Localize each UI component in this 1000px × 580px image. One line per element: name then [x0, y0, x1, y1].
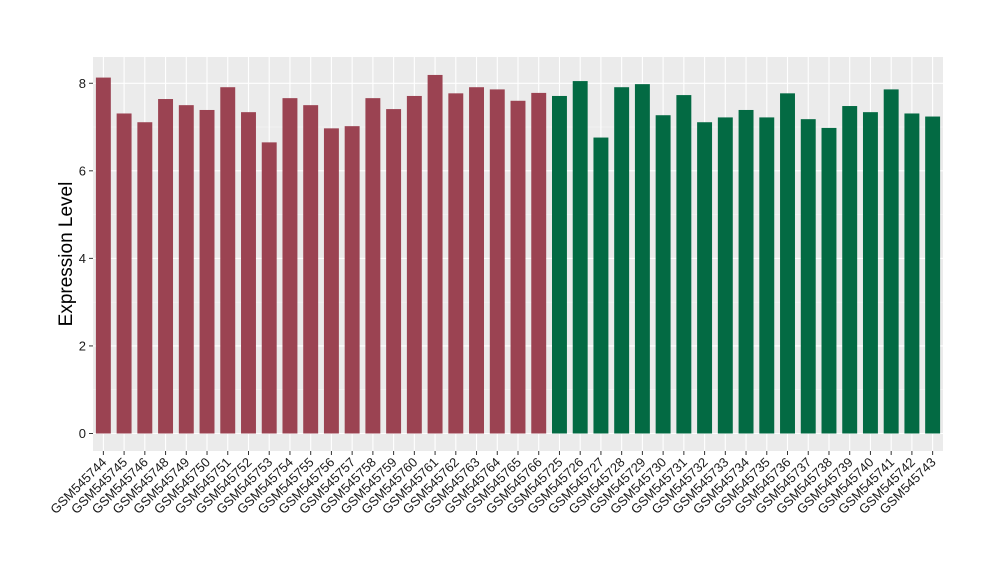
bar	[469, 87, 484, 434]
bar	[552, 95, 567, 434]
bar	[717, 117, 733, 434]
x-axis: GSM545744GSM545745GSM545746GSM545748GSM5…	[47, 451, 939, 517]
y-tick-label: 6	[79, 163, 86, 178]
bars	[95, 74, 941, 434]
bar	[842, 106, 858, 434]
bar	[406, 95, 422, 434]
bar	[593, 137, 609, 434]
bar	[510, 100, 526, 434]
bar	[303, 105, 319, 434]
bar	[137, 122, 153, 434]
bar	[904, 113, 920, 434]
bar	[427, 74, 443, 434]
bar	[282, 98, 298, 434]
bar	[199, 109, 215, 434]
bar	[572, 81, 588, 434]
bar	[448, 93, 464, 434]
bar	[883, 89, 899, 434]
bar	[489, 89, 505, 434]
bar	[800, 119, 816, 434]
y-tick-label: 0	[79, 426, 86, 441]
bar	[365, 98, 381, 434]
y-tick-label: 8	[79, 76, 86, 91]
bar	[323, 128, 339, 434]
bar	[531, 92, 547, 434]
bar	[158, 99, 174, 434]
bar	[697, 122, 713, 434]
bar	[634, 84, 650, 434]
bar	[738, 109, 754, 434]
bar	[116, 113, 132, 434]
bar	[862, 112, 878, 434]
bar	[821, 127, 837, 434]
bar	[614, 87, 630, 434]
bar	[655, 115, 671, 434]
bar	[386, 109, 402, 434]
bar	[344, 126, 360, 434]
y-axis-title: Expression Level	[56, 182, 77, 327]
bar	[241, 112, 256, 434]
bar	[95, 77, 111, 434]
y-tick-label: 2	[79, 338, 86, 353]
y-axis: 0 2 4 6 8	[79, 76, 93, 441]
bar	[676, 95, 692, 434]
bar	[759, 117, 775, 434]
bar	[220, 87, 236, 434]
y-tick-label: 4	[79, 251, 86, 266]
bar	[780, 93, 795, 434]
bar	[261, 142, 277, 434]
bar	[178, 105, 194, 434]
bar	[925, 116, 941, 434]
